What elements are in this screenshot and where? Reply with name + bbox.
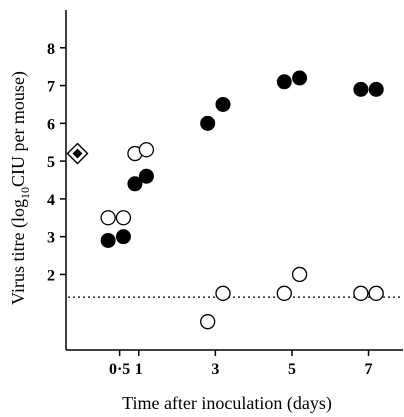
y-axis-title-main: Virus titre (log — [8, 199, 29, 305]
data-point-open — [291, 266, 308, 283]
x-axis-title: Time after inoculation (days) — [122, 393, 332, 414]
data-point-open — [215, 285, 231, 301]
y-tick-label: 4 — [47, 192, 55, 209]
data-point-filled — [215, 96, 231, 112]
data-point-diamond — [66, 142, 89, 165]
axes — [65, 10, 403, 351]
data-point-filled — [353, 81, 369, 97]
data-point-filled — [100, 232, 116, 248]
x-tick-label: 0·5 — [109, 361, 130, 378]
y-axis-title: Virus titre (log10CIU per mouse) — [8, 71, 32, 305]
y-tick-label: 6 — [47, 116, 55, 133]
diamond-core — [72, 148, 83, 159]
data-point-open — [200, 314, 216, 330]
y-axis-title-subscript: 10 — [18, 187, 32, 199]
data-point-filled — [115, 229, 131, 245]
y-tick-label: 2 — [47, 267, 55, 284]
data-point-open — [353, 285, 369, 301]
x-ticks: 0·5 1 3 5 7 — [109, 350, 373, 378]
data-point-open — [276, 285, 292, 301]
x-tick-label: 1 — [135, 361, 143, 378]
y-tick-label: 3 — [47, 230, 55, 247]
data-point-open — [138, 142, 155, 158]
x-tick-label: 7 — [365, 361, 373, 378]
data-point-filled — [292, 70, 308, 86]
y-tick-label: 8 — [47, 41, 55, 58]
data-point-filled — [276, 74, 292, 90]
data-point-open — [368, 285, 384, 301]
y-tick-label: 7 — [47, 79, 55, 96]
y-tick-label: 5 — [47, 154, 55, 171]
data-point-filled — [138, 168, 154, 184]
x-tick-label: 5 — [288, 361, 296, 378]
data-points — [66, 70, 384, 330]
data-point-open — [100, 210, 116, 226]
data-point-filled — [127, 176, 143, 192]
y-axis-title-end: CIU per mouse) — [8, 71, 29, 187]
data-point-filled — [368, 81, 384, 97]
y-ticks: 2 3 4 5 6 7 8 — [47, 41, 66, 284]
x-tick-label: 3 — [211, 361, 219, 378]
data-point-filled — [200, 115, 216, 131]
data-point-open — [115, 210, 132, 226]
